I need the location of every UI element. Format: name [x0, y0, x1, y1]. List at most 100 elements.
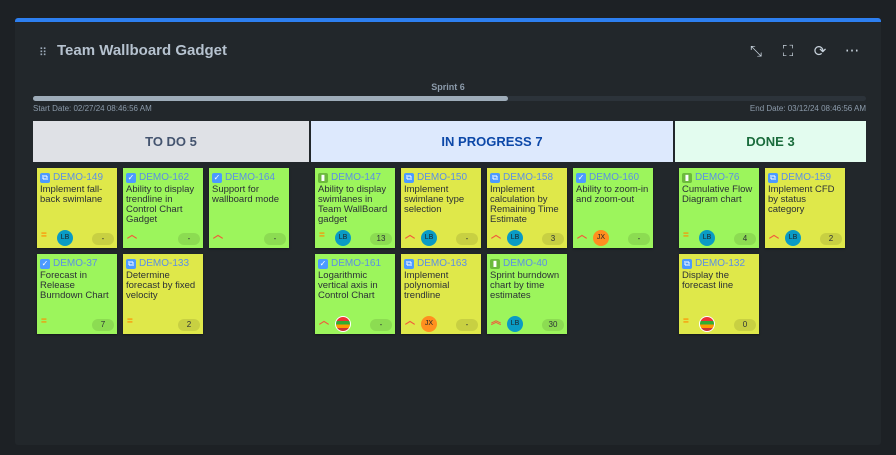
- subtask-icon: ⧉: [126, 258, 136, 269]
- gadget-toolbar: ⤡ ⛶ ⟳ ···: [747, 42, 861, 60]
- gadget-panel: ⠿ Team Wallboard Gadget ⤡ ⛶ ⟳ ··· Sprint…: [15, 18, 881, 445]
- issue-summary: Forecast in Release Burndown Chart: [40, 270, 109, 301]
- end-date: End Date: 03/12/24 08:46:56 AM: [749, 104, 866, 113]
- issue-summary: Determine forecast by fixed velocity: [126, 270, 196, 301]
- issue-card[interactable]: ⧉ DEMO-158 Implement calculation by Remai…: [487, 168, 567, 248]
- assignee-avatar: LB: [335, 230, 351, 246]
- issue-card[interactable]: ⧉ DEMO-163 Implement polynomial trendline…: [401, 254, 481, 334]
- sprint-progress-bar: [33, 96, 866, 101]
- assignee-avatar: LB: [507, 230, 523, 246]
- sprint-progress-fill: [33, 96, 508, 101]
- estimate-badge: -: [628, 233, 650, 245]
- estimate-badge: 30: [542, 319, 564, 331]
- priority-high-icon: ︿: [405, 316, 415, 327]
- estimate-badge: -: [92, 233, 114, 245]
- subtask-icon: ⧉: [404, 258, 414, 269]
- issue-summary: Implement CFD by status category: [768, 184, 835, 215]
- fullscreen-icon[interactable]: ⛶: [782, 42, 794, 60]
- drag-handle-icon[interactable]: ⠿: [39, 46, 47, 59]
- issue-key[interactable]: DEMO-37: [53, 258, 98, 269]
- priority-medium-icon: =: [319, 230, 325, 241]
- issue-card[interactable]: ⧉ DEMO-149 Implement fall-back swimlane =…: [37, 168, 117, 248]
- subtask-icon: ⧉: [682, 258, 692, 269]
- issue-card[interactable]: ✓ DEMO-164 Support for wallboard mode ︿ -: [209, 168, 289, 248]
- issue-card[interactable]: ⧉ DEMO-133 Determine forecast by fixed ve…: [123, 254, 203, 334]
- priority-high-icon: ︿: [577, 230, 587, 241]
- assignee-avatar: LB: [785, 230, 801, 246]
- more-icon[interactable]: ···: [844, 42, 860, 60]
- sprint-name: Sprint 6: [431, 82, 465, 92]
- estimate-badge: -: [456, 319, 478, 331]
- issue-key[interactable]: DEMO-132: [695, 258, 746, 269]
- issue-card[interactable]: ▮ DEMO-76 Cumulative Flow Diagram chart =…: [679, 168, 759, 248]
- subtask-icon: ⧉: [40, 172, 50, 183]
- issue-summary: Implement swimlane type selection: [404, 184, 465, 215]
- estimate-badge: 7: [92, 319, 114, 331]
- assignee-avatar: LB: [421, 230, 437, 246]
- estimate-badge: -: [178, 233, 200, 245]
- issue-summary: Ability to display trendline in Control …: [126, 184, 195, 225]
- estimate-badge: 0: [734, 319, 756, 331]
- priority-high-icon: ︿: [405, 230, 415, 241]
- issue-key[interactable]: DEMO-163: [417, 258, 468, 269]
- assignee-avatar: [335, 316, 351, 332]
- estimate-badge: -: [264, 233, 286, 245]
- issue-key[interactable]: DEMO-76: [695, 172, 740, 183]
- refresh-icon[interactable]: ⟳: [813, 42, 827, 60]
- story-icon: ▮: [490, 258, 500, 269]
- priority-high-icon: ︿: [127, 230, 137, 241]
- issue-card[interactable]: ✓ DEMO-161 Logarithmic vertical axis in C…: [315, 254, 395, 334]
- issue-card[interactable]: ▮ DEMO-147 Ability to display swimlanes i…: [315, 168, 395, 248]
- issue-summary: Support for wallboard mode: [212, 184, 280, 205]
- estimate-badge: 4: [734, 233, 756, 245]
- column-header-0: TO DO 5: [33, 121, 309, 162]
- issue-key[interactable]: DEMO-149: [53, 172, 104, 183]
- story-icon: ▮: [318, 172, 328, 183]
- subtask-icon: ⧉: [490, 172, 500, 183]
- estimate-badge: 3: [542, 233, 564, 245]
- gadget-title: Team Wallboard Gadget: [57, 42, 228, 59]
- issue-card[interactable]: ⧉ DEMO-132 Display the forecast line = 0: [679, 254, 759, 334]
- minimize-icon[interactable]: ⤡: [749, 42, 762, 60]
- priority-high-icon: ︿: [491, 230, 501, 241]
- issue-key[interactable]: DEMO-158: [503, 172, 554, 183]
- issue-key[interactable]: DEMO-133: [139, 258, 190, 269]
- issue-key[interactable]: DEMO-40: [503, 258, 548, 269]
- priority-high-icon: ︿: [319, 316, 329, 327]
- issue-card[interactable]: ⧉ DEMO-150 Implement swimlane type select…: [401, 168, 481, 248]
- task-icon: ✓: [576, 172, 586, 183]
- priority-medium-icon: =: [683, 316, 689, 327]
- column-header-2: DONE 3: [675, 121, 866, 162]
- issue-key[interactable]: DEMO-147: [331, 172, 382, 183]
- issue-key[interactable]: DEMO-150: [417, 172, 468, 183]
- subtask-icon: ⧉: [404, 172, 414, 183]
- issue-card[interactable]: ✓ DEMO-37 Forecast in Release Burndown Ch…: [37, 254, 117, 334]
- issue-key[interactable]: DEMO-161: [331, 258, 382, 269]
- task-icon: ✓: [40, 258, 50, 269]
- priority-medium-icon: =: [41, 230, 47, 241]
- assignee-avatar: [699, 316, 715, 332]
- issue-summary: Cumulative Flow Diagram chart: [682, 184, 753, 205]
- issue-key[interactable]: DEMO-164: [225, 172, 276, 183]
- issue-summary: Sprint burndown chart by time estimates: [490, 270, 560, 301]
- assignee-avatar: JX: [593, 230, 609, 246]
- issue-card[interactable]: ⧉ DEMO-159 Implement CFD by status catego…: [765, 168, 845, 248]
- issue-key[interactable]: DEMO-159: [781, 172, 832, 183]
- priority-high-icon: ︿: [213, 230, 223, 241]
- priority-highest-icon: ︽: [491, 316, 501, 327]
- issue-card[interactable]: ✓ DEMO-160 Ability to zoom-in and zoom-ou…: [573, 168, 653, 248]
- issue-key[interactable]: DEMO-162: [139, 172, 190, 183]
- subtask-icon: ⧉: [768, 172, 778, 183]
- estimate-badge: -: [456, 233, 478, 245]
- assignee-avatar: JX: [421, 316, 437, 332]
- issue-summary: Ability to zoom-in and zoom-out: [576, 184, 649, 205]
- issue-key[interactable]: DEMO-160: [589, 172, 640, 183]
- task-icon: ✓: [318, 258, 328, 269]
- task-icon: ✓: [126, 172, 136, 183]
- issue-card[interactable]: ▮ DEMO-40 Sprint burndown chart by time e…: [487, 254, 567, 334]
- priority-medium-icon: =: [683, 230, 689, 241]
- issue-summary: Implement polynomial trendline: [404, 270, 450, 301]
- issue-card[interactable]: ✓ DEMO-162 Ability to display trendline i…: [123, 168, 203, 248]
- start-date: Start Date: 02/27/24 08:46:56 AM: [33, 104, 152, 113]
- issue-summary: Ability to display swimlanes in Team Wal…: [318, 184, 388, 225]
